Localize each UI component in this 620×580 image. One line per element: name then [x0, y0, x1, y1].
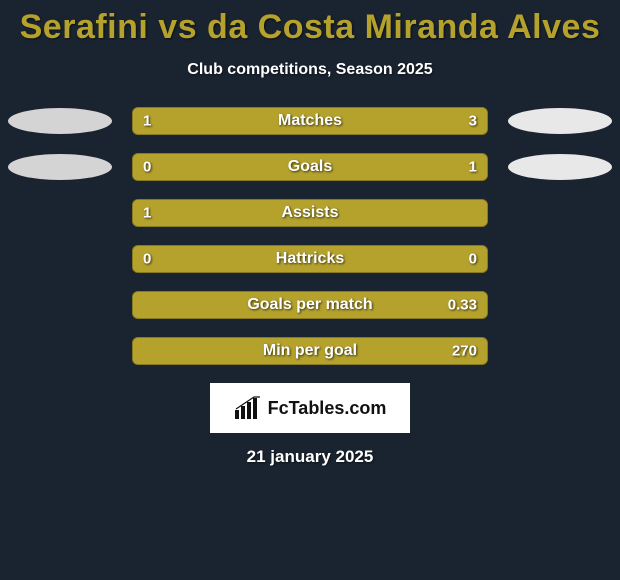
stat-bar-track: 0 1 Goals [132, 153, 488, 181]
stat-right-value: 3 [469, 113, 477, 130]
stat-row: 270 Min per goal [10, 337, 610, 365]
stat-label: Min per goal [263, 342, 357, 360]
stat-left-value: 1 [143, 113, 151, 130]
footer-date: 21 january 2025 [0, 447, 620, 467]
stat-label: Assists [282, 204, 339, 222]
stat-row: 0 1 Goals [10, 153, 610, 181]
stat-row: 0 0 Hattricks [10, 245, 610, 273]
logo-box: FcTables.com [210, 383, 410, 433]
stat-bar-track: 1 3 Matches [132, 107, 488, 135]
stat-label: Matches [278, 112, 342, 130]
stat-bar-track: 1 Assists [132, 199, 488, 227]
stat-label: Hattricks [276, 250, 344, 268]
stat-row: 0.33 Goals per match [10, 291, 610, 319]
stat-right-value: 0 [469, 251, 477, 268]
stat-bar-track: 0.33 Goals per match [132, 291, 488, 319]
page-subtitle: Club competitions, Season 2025 [0, 61, 620, 79]
stat-row: 1 3 Matches [10, 107, 610, 135]
logo-text: FcTables.com [268, 398, 387, 419]
bar-right-segment [222, 108, 488, 134]
bar-left-segment [133, 292, 168, 318]
stat-left-value: 1 [143, 205, 151, 222]
stat-row: 1 Assists [10, 199, 610, 227]
stat-left-value: 0 [143, 251, 151, 268]
stat-label: Goals [288, 158, 332, 176]
stat-left-value: 0 [143, 159, 151, 176]
stat-right-value: 1 [469, 159, 477, 176]
stat-bar-track: 270 Min per goal [132, 337, 488, 365]
stat-bar-track: 0 0 Hattricks [132, 245, 488, 273]
bar-left-segment [133, 338, 168, 364]
stat-label: Goals per match [247, 296, 372, 314]
player2-ellipse [508, 108, 612, 134]
player2-ellipse [508, 154, 612, 180]
bar-right-segment [197, 154, 487, 180]
player1-ellipse [8, 108, 112, 134]
player1-ellipse [8, 154, 112, 180]
stat-right-value: 0.33 [448, 297, 477, 314]
comparison-chart: 1 3 Matches 0 1 Goals 1 Assists 0 0 Hattricks 0.33 G… [0, 107, 620, 365]
page-title: Serafini vs da Costa Miranda Alves [0, 0, 620, 47]
stat-right-value: 270 [452, 343, 477, 360]
logo-chart-icon [234, 396, 262, 420]
